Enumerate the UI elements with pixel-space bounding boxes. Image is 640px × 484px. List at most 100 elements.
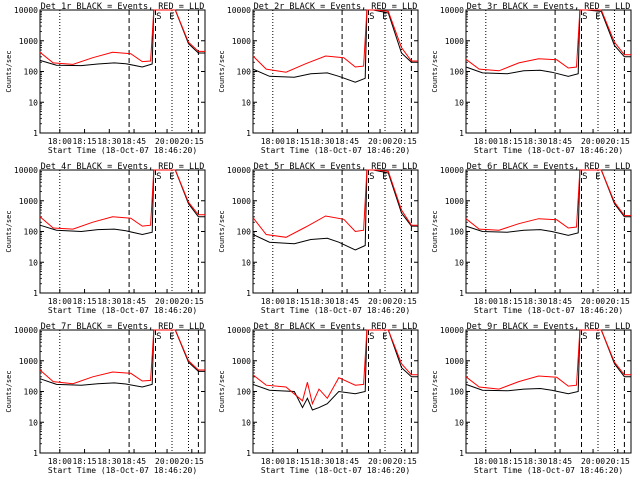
chart-title: Det 8r BLACK = Events, RED = LLD	[254, 322, 418, 332]
y-axis-label: Counts/sec	[5, 210, 13, 252]
event-marker-E: E	[382, 172, 387, 182]
lld-series-line	[39, 329, 205, 385]
y-tick-label: 10000	[14, 6, 38, 15]
x-tick-label: 20:15	[393, 137, 417, 146]
x-axis-label: Start Time (18-Oct-07 18:46:20)	[48, 306, 197, 315]
event-marker-E: E	[382, 332, 387, 342]
x-tick-label: 18:30	[310, 457, 334, 466]
event-marker-S: S	[582, 332, 587, 342]
event-marker-E: E	[595, 12, 600, 22]
y-tick-label: 1000	[445, 357, 464, 366]
y-tick-label: 10	[241, 98, 251, 107]
x-tick-label: 18:00	[261, 137, 285, 146]
y-tick-label: 100	[450, 388, 465, 397]
y-tick-label: 1	[459, 289, 464, 298]
chart-panel-9: Det 9r BLACK = Events, RED = LLD 1 10 100 10…	[431, 322, 632, 475]
y-tick-label: 10	[28, 98, 38, 107]
y-tick-label: 10	[28, 418, 38, 427]
y-tick-label: 10000	[14, 326, 38, 335]
plot-frame	[39, 9, 206, 134]
x-tick-label: 20:00	[155, 457, 179, 466]
events-series-line	[39, 169, 205, 236]
plot-frame	[465, 329, 632, 454]
chart-panel-3: Det 3r BLACK = Events, RED = LLD 1 10 100 10…	[431, 2, 632, 155]
x-tick-label: 20:00	[155, 137, 179, 146]
chart-title: Det 6r BLACK = Events, RED = LLD	[467, 162, 631, 172]
chart-title: Det 7r BLACK = Events, RED = LLD	[41, 322, 205, 332]
chart-panel-5: Det 5r BLACK = Events, RED = LLD 1 10 100 10…	[218, 162, 419, 315]
x-tick-label: 20:00	[368, 297, 392, 306]
y-tick-label: 10	[241, 418, 251, 427]
event-marker-E: E	[169, 12, 174, 22]
x-tick-label: 18:00	[474, 457, 498, 466]
x-tick-label: 20:15	[180, 457, 204, 466]
y-axis-label: Counts/sec	[218, 210, 226, 252]
chart-title: Det 1r BLACK = Events, RED = LLD	[41, 2, 205, 12]
x-tick-label: 18:00	[261, 457, 285, 466]
lld-series-line	[252, 169, 418, 238]
x-tick-label: 20:15	[180, 137, 204, 146]
y-axis-label: Counts/sec	[431, 370, 439, 412]
lld-series-line	[465, 169, 631, 231]
y-tick-label: 1	[459, 449, 464, 458]
x-tick-label: 20:15	[393, 457, 417, 466]
y-tick-label: 1	[33, 449, 38, 458]
y-tick-label: 1	[246, 289, 251, 298]
x-tick-label: 18:00	[474, 297, 498, 306]
x-tick-label: 18:30	[523, 457, 547, 466]
x-tick-label: 20:00	[581, 297, 605, 306]
events-series-line	[252, 169, 418, 251]
x-tick-label: 18:00	[48, 297, 72, 306]
event-marker-S: S	[369, 332, 374, 342]
x-tick-label: 18:15	[499, 457, 523, 466]
y-tick-label: 10000	[227, 6, 251, 15]
y-tick-label: 1000	[232, 197, 251, 206]
x-tick-label: 18:30	[523, 137, 547, 146]
y-tick-label: 10	[241, 258, 251, 267]
events-series-line	[465, 169, 631, 236]
chart-panel-6: Det 6r BLACK = Events, RED = LLD 1 10 100 10…	[431, 162, 632, 315]
y-tick-label: 10000	[440, 326, 464, 335]
plot-frame	[252, 329, 419, 454]
x-tick-label: 18:15	[286, 457, 310, 466]
x-tick-label: 20:00	[155, 297, 179, 306]
x-axis-label: Start Time (18-Oct-07 18:46:20)	[474, 306, 623, 315]
event-marker-E: E	[382, 12, 387, 22]
y-tick-label: 100	[450, 228, 465, 237]
chart-panel-1: Det 1r BLACK = Events, RED = LLD 1 10 100 10…	[5, 2, 206, 155]
x-tick-label: 18:15	[286, 297, 310, 306]
x-axis-label: Start Time (18-Oct-07 18:46:20)	[474, 146, 623, 155]
x-tick-label: 18:45	[122, 297, 146, 306]
x-tick-label: 18:45	[122, 137, 146, 146]
x-tick-label: 18:45	[548, 297, 572, 306]
chart-panel-7: Det 7r BLACK = Events, RED = LLD 1 10 100 10…	[5, 322, 206, 475]
y-tick-label: 10	[454, 98, 464, 107]
y-tick-label: 100	[24, 388, 39, 397]
y-axis-label: Counts/sec	[218, 50, 226, 92]
event-marker-S: S	[156, 332, 161, 342]
x-tick-label: 18:30	[97, 137, 121, 146]
y-tick-label: 1	[459, 129, 464, 138]
y-tick-label: 10	[28, 258, 38, 267]
chart-title: Det 5r BLACK = Events, RED = LLD	[254, 162, 418, 172]
x-axis-label: Start Time (18-Oct-07 18:46:20)	[261, 306, 410, 315]
y-tick-label: 1000	[19, 357, 38, 366]
x-axis-label: Start Time (18-Oct-07 18:46:20)	[261, 146, 410, 155]
y-tick-label: 10000	[14, 166, 38, 175]
x-axis-label: Start Time (18-Oct-07 18:46:20)	[474, 466, 623, 475]
lld-series-line	[465, 9, 631, 72]
event-marker-S: S	[369, 172, 374, 182]
y-tick-label: 1000	[445, 37, 464, 46]
x-tick-label: 18:30	[97, 297, 121, 306]
event-marker-S: S	[156, 12, 161, 22]
y-axis-label: Counts/sec	[431, 210, 439, 252]
plot-frame	[39, 169, 206, 294]
y-tick-label: 1	[246, 449, 251, 458]
x-tick-label: 18:15	[286, 137, 310, 146]
plot-frame	[39, 329, 206, 454]
lld-series-line	[39, 9, 205, 65]
y-tick-label: 10000	[227, 166, 251, 175]
events-series-line	[465, 9, 631, 77]
